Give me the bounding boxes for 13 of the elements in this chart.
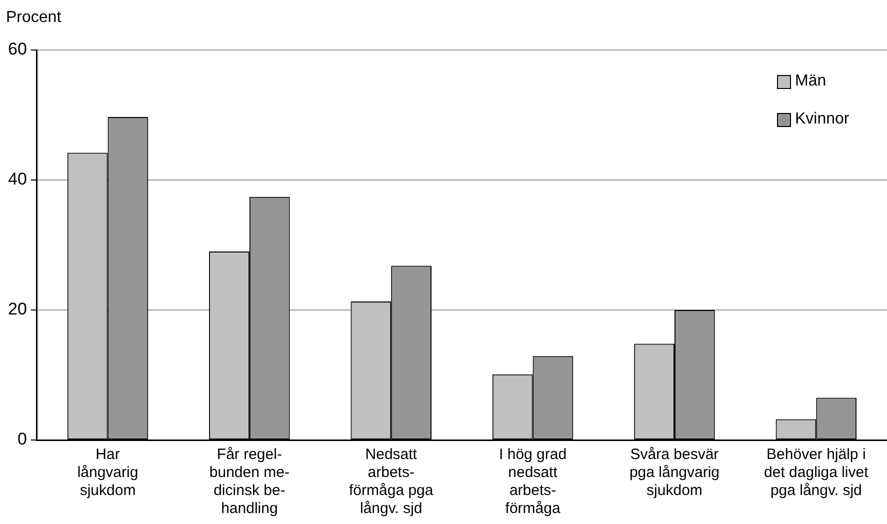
x-tick-label: Nedsatt arbets- förmåga pga långv. sjd	[348, 446, 434, 518]
legend-label: Män	[795, 72, 826, 90]
x-tick-label: Har långvarig sjukdom	[77, 446, 138, 500]
y-tick-label: 40	[8, 170, 27, 189]
y-axis-title: Procent	[6, 9, 62, 26]
y-tick-label: 20	[8, 300, 27, 319]
x-tick-label: I hög grad nedsatt arbets- förmåga	[499, 446, 567, 518]
y-tick-label: 60	[8, 40, 27, 59]
x-tick-label: Får regel- bunden me- dicinsk be- handling	[209, 446, 290, 518]
x-tick-label: Behöver hjälp i det dagliga livet pga långv. sjd	[764, 446, 870, 500]
legend-label: Kvinnor	[795, 110, 850, 128]
y-tick-label: 0	[17, 430, 27, 449]
x-tick-label: Svåra besvär pga långvarig sjukdom	[629, 446, 720, 500]
